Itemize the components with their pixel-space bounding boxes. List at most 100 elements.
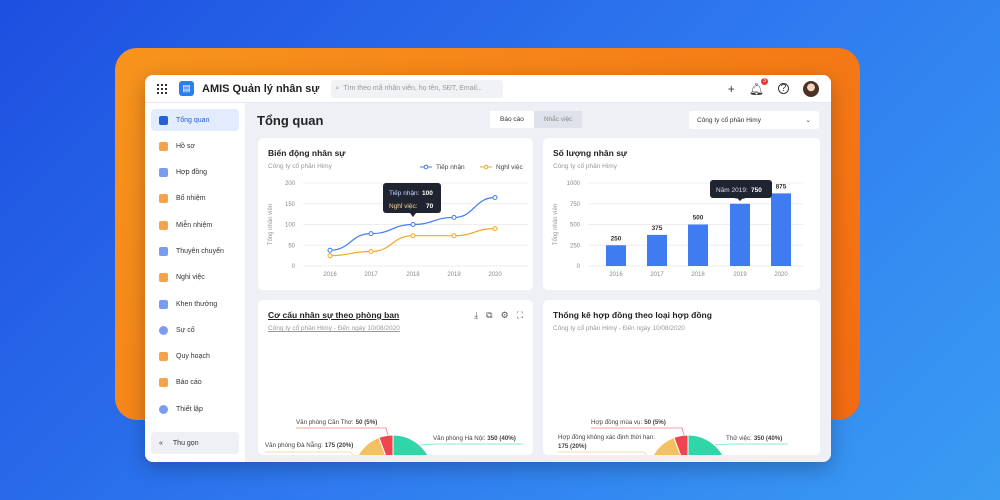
slice-label: Văn phòng Hà Nội: 350 (40%) xyxy=(433,435,516,442)
sidebar-item[interactable]: Tổng quan xyxy=(151,109,239,131)
bar xyxy=(647,234,667,266)
slice-value: 350 (40%) xyxy=(754,435,783,442)
slice-name: Văn phòng Cần Thơ: xyxy=(296,419,354,426)
sidebar-item[interactable]: Nghỉ việc xyxy=(151,267,239,289)
open-external-icon[interactable]: ⧉ xyxy=(486,310,493,320)
data-point xyxy=(451,233,457,239)
slice-value: 50 (5%) xyxy=(644,419,666,426)
card-subtitle: Công ty cổ phần Himy xyxy=(553,163,617,170)
leader-line xyxy=(265,451,354,455)
help-icon[interactable]: ? xyxy=(778,83,789,94)
legend-label: Nghỉ việc xyxy=(496,163,523,171)
card-title: Số lượng nhân sự xyxy=(553,148,628,158)
tab-nhac-viec[interactable]: Nhắc việc xyxy=(533,111,583,128)
sidebar-item[interactable]: Miễn nhiệm xyxy=(151,214,239,236)
fullscreen-icon[interactable]: ⛶ xyxy=(516,310,523,320)
y-tick-label: 500 xyxy=(570,223,581,229)
sidebar-item-label: Tổng quan xyxy=(176,116,210,124)
company-select-value: Công ty cổ phần Himy xyxy=(697,116,761,124)
sidebar-item[interactable]: Sự cố xyxy=(151,319,239,341)
data-point xyxy=(410,222,416,227)
sidebar-item[interactable]: Bổ nhiệm xyxy=(151,188,239,210)
tooltip-label: Năm 2019: xyxy=(716,187,748,194)
x-tick-label: 2017 xyxy=(364,272,378,278)
slice-value: 50 (5%) xyxy=(356,419,378,426)
leader-line xyxy=(714,443,788,446)
tooltip xyxy=(383,183,441,213)
tooltip-label: Nghỉ việc: xyxy=(389,202,418,210)
department-donut-card: Cơ cấu nhân sự theo phòng ban Công ty cổ… xyxy=(258,300,533,455)
data-point xyxy=(368,231,374,237)
x-tick-label: 2019 xyxy=(447,272,461,278)
sidebar-item-icon xyxy=(159,378,168,388)
slice-label: Hợp đồng không xác định thời hạn: 175 (20… xyxy=(558,434,655,450)
legend-marker xyxy=(423,164,429,170)
sidebar-item[interactable]: Hồ sơ xyxy=(151,135,239,157)
x-tick-label: 2018 xyxy=(406,272,420,278)
data-point xyxy=(410,233,416,239)
y-axis-label: Tổng nhân viên xyxy=(552,204,559,245)
tooltip-value: 100 xyxy=(422,190,433,197)
bar xyxy=(688,224,708,266)
donut-slice xyxy=(392,434,429,455)
sidebar-item[interactable]: Báo cáo xyxy=(151,372,239,394)
leader-line xyxy=(419,443,523,446)
data-point xyxy=(492,226,498,232)
slice-label: Văn phòng Cần Thơ: 50 (5%) xyxy=(296,419,377,426)
sidebar: Tổng quan Hồ sơ Hợp đồng Bổ nhiệm Miễn nhiệm… xyxy=(145,103,245,462)
sidebar-item[interactable]: Quy hoạch xyxy=(151,346,239,368)
app-logo-icon: ▤ xyxy=(179,81,194,96)
avatar[interactable] xyxy=(803,80,819,97)
add-icon[interactable]: + xyxy=(727,81,735,96)
x-tick-label: 2019 xyxy=(733,272,747,278)
contract-donut-chart: Thử việc:350 (40%)Hợp đồng xác định thời… xyxy=(558,419,788,455)
bar-value-label: 375 xyxy=(652,225,663,232)
sidebar-item-label: Quy hoạch xyxy=(176,353,210,361)
gear-icon[interactable]: ⚙ xyxy=(500,310,509,320)
department-donut-chart: Văn phòng Hà Nội:350 (40%)Văn phòng Hồ C… xyxy=(265,419,523,455)
slice-label: Hợp đồng mùa vụ: 50 (5%) xyxy=(591,419,666,426)
x-tick-label: 2020 xyxy=(488,272,502,278)
sidebar-item[interactable]: Thuyên chuyển xyxy=(151,240,239,262)
tab-bao-cao[interactable]: Báo cáo xyxy=(490,111,534,128)
line-chart: 0 50 100 150 200 Tổng nhân viên 2016 2017 2018 20… xyxy=(267,162,528,278)
card-title[interactable]: Cơ cấu nhân sự theo phòng ban xyxy=(268,310,400,320)
contract-donut-card: Thống kê hợp đồng theo loại hợp đồng Côn… xyxy=(543,300,820,455)
slice-name: Thử việc: xyxy=(726,435,752,442)
slice-name: Văn phòng Đà Nẵng: xyxy=(265,442,323,449)
search-placeholder: Tìm theo mã nhân viên, họ tên, SĐT, Emai… xyxy=(343,85,483,92)
sidebar-item[interactable]: Khen thưởng xyxy=(151,293,239,315)
y-tick-label: 250 xyxy=(570,243,581,249)
sidebar-item[interactable]: Thiết lập xyxy=(151,398,239,420)
collapse-button[interactable]: « Thu gọn xyxy=(151,432,239,454)
sidebar-item-label: Thuyên chuyển xyxy=(176,247,224,255)
collapse-label: Thu gọn xyxy=(172,439,199,447)
line-chart-card: Biến động nhân sự Công ty cổ phần Himy 0… xyxy=(258,138,533,290)
x-tick-label: 2016 xyxy=(323,272,337,278)
sidebar-item-label: Khen thưởng xyxy=(176,300,218,308)
company-select[interactable]: Công ty cổ phần Himy ⌄ xyxy=(689,111,819,129)
bar-value-label: 250 xyxy=(611,235,622,242)
data-point xyxy=(451,214,457,220)
app-grid-icon[interactable] xyxy=(157,83,167,94)
x-tick-label: 2017 xyxy=(650,272,664,278)
card-subtitle: Công ty cổ phần Himy - Đến ngày 10/08/20… xyxy=(268,325,400,332)
y-tick-label: 0 xyxy=(577,264,581,270)
sidebar-item-icon xyxy=(159,404,168,414)
y-axis-label: Tổng nhân viên xyxy=(267,204,274,245)
slice-name: Văn phòng Hà Nội: xyxy=(433,435,486,442)
download-icon[interactable]: ⤓ xyxy=(474,310,479,320)
bell-icon[interactable]: 🔔︎ 3 xyxy=(749,77,768,96)
leader-line xyxy=(591,427,685,436)
leader-line xyxy=(296,427,389,436)
sidebar-item[interactable]: Hợp đồng xyxy=(151,162,239,184)
y-tick-label: 200 xyxy=(285,181,296,187)
search-input[interactable]: ⌕ Tìm theo mã nhân viên, họ tên, SĐT, Ema… xyxy=(331,79,504,98)
slice-name: Hợp đồng không xác định thời hạn: xyxy=(558,434,655,441)
sidebar-item-icon xyxy=(159,352,168,362)
series-line-1 xyxy=(329,228,496,257)
top-bar: ▤ AMIS Quản lý nhân sự ⌕ Tìm theo mã nhân… xyxy=(145,75,831,103)
donut-slice xyxy=(673,434,689,455)
sidebar-item-icon xyxy=(159,220,168,230)
y-tick-label: 0 xyxy=(292,264,296,270)
